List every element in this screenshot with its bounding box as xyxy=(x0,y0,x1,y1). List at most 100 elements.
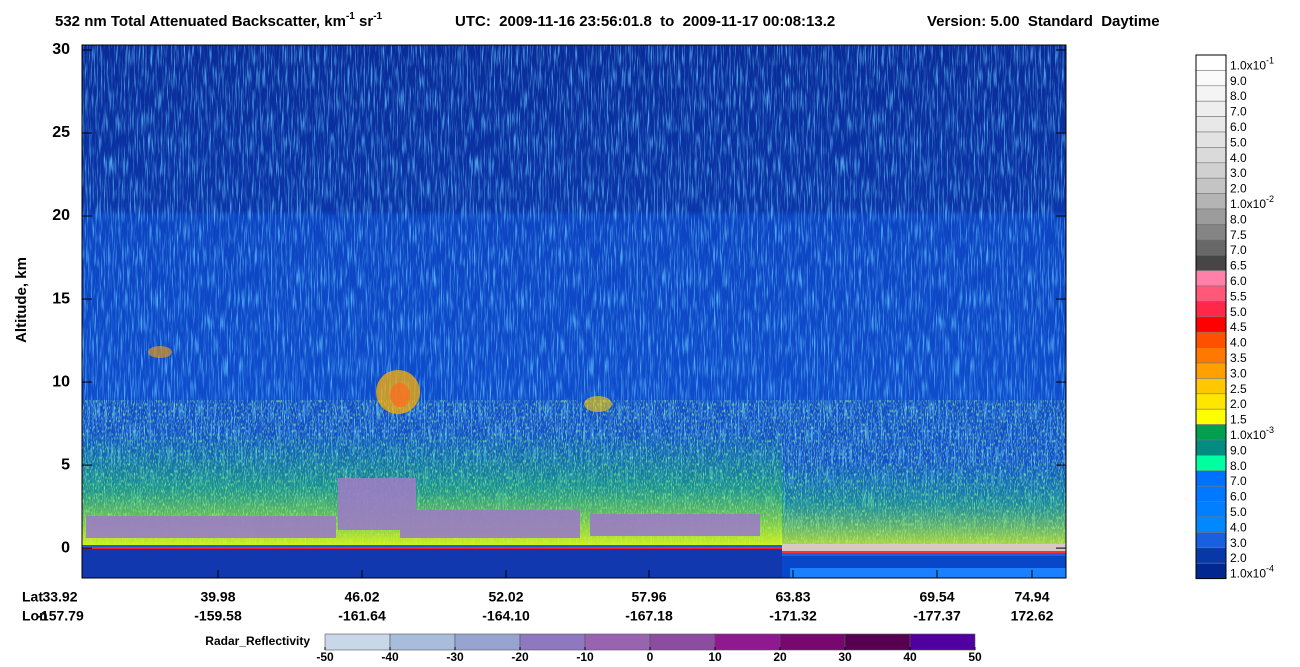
y-tick-label: 10 xyxy=(52,373,70,390)
colorbar-label: 7.5 xyxy=(1230,228,1247,242)
colorbar-swatch xyxy=(1195,316,1227,333)
colorbar-label: 1.0x10-3 xyxy=(1230,425,1274,442)
y-tick-label: 0 xyxy=(61,539,70,556)
radar-tick-label: 40 xyxy=(903,650,917,664)
radar-tick-label: -20 xyxy=(511,650,529,664)
colorbar-swatch xyxy=(1195,147,1227,164)
lat-label: 39.98 xyxy=(200,589,235,605)
lat-label: 69.54 xyxy=(919,589,954,605)
colorbar-swatch xyxy=(1195,239,1227,256)
colorbar-label: 5.0 xyxy=(1230,305,1247,319)
lat-label: 33.92 xyxy=(42,589,77,605)
colorbar-label-sup: -1 xyxy=(1266,56,1274,66)
colorbar-label: 4.0 xyxy=(1230,336,1247,350)
colorbar-label-text: 9.0 xyxy=(1230,444,1247,458)
colorbar-swatch xyxy=(1195,85,1227,102)
radar-swatch xyxy=(714,633,781,651)
colorbar-swatch xyxy=(1195,408,1227,425)
colorbar-swatch xyxy=(1195,485,1227,502)
y-tick-label: 20 xyxy=(52,207,70,224)
colorbar-label: 3.0 xyxy=(1230,166,1247,180)
colorbar-swatch xyxy=(1195,162,1227,179)
y-tick-label: 5 xyxy=(61,456,70,473)
colorbar-swatch xyxy=(1195,562,1227,579)
colorbar-label: 1.0x10-2 xyxy=(1230,194,1274,211)
colorbar-label: 9.0 xyxy=(1230,74,1247,88)
colorbar-swatch xyxy=(1195,331,1227,348)
x-row-label: Lat xyxy=(22,589,43,605)
lon-label: -167.18 xyxy=(625,608,673,624)
colorbar-swatch xyxy=(1195,100,1227,117)
radar-swatch xyxy=(909,633,976,651)
colorbar-label-text: 2.0 xyxy=(1230,551,1247,565)
colorbar-label-text: 4.0 xyxy=(1230,521,1247,535)
colorbar-swatch xyxy=(1195,193,1227,210)
colorbar-swatch xyxy=(1195,301,1227,318)
colorbar-label: 3.0 xyxy=(1230,536,1247,550)
colorbar-frame xyxy=(1195,54,1227,580)
colorbar-label-text: 6.0 xyxy=(1230,490,1247,504)
radar-tick-label: -30 xyxy=(446,650,464,664)
colorbar-label-text: 9.0 xyxy=(1230,74,1247,88)
colorbar-swatch xyxy=(1195,131,1227,148)
colorbar-label-sup: -3 xyxy=(1266,425,1274,435)
colorbar-label: 1.5 xyxy=(1230,413,1247,427)
colorbar-label: 7.0 xyxy=(1230,105,1247,119)
colorbar-label: 8.0 xyxy=(1230,213,1247,227)
colorbar-label-text: 8.0 xyxy=(1230,89,1247,103)
title-part: 532 nm Total Attenuated Backscatter, km xyxy=(55,13,346,30)
colorbar-swatch xyxy=(1195,547,1227,564)
colorbar-swatch xyxy=(1195,501,1227,518)
chart-title: 532 nm Total Attenuated Backscatter, km-… xyxy=(55,11,383,30)
colorbar-label-text: 7.0 xyxy=(1230,105,1247,119)
colorbar-label: 3.5 xyxy=(1230,351,1247,365)
colorbar-label-text: 1.0x10 xyxy=(1230,567,1266,581)
colorbar-label-text: 1.0x10 xyxy=(1230,428,1266,442)
colorbar-swatch xyxy=(1195,70,1227,87)
colorbar-swatch xyxy=(1195,347,1227,364)
colorbar-label: 1.0x10-1 xyxy=(1230,56,1274,73)
surface xyxy=(782,544,1066,552)
colorbar-label: 7.0 xyxy=(1230,243,1247,257)
version: Version: 5.00 Standard Daytime xyxy=(927,13,1160,30)
colorbar-label-text: 2.5 xyxy=(1230,382,1247,396)
colorbar-label-text: 2.0 xyxy=(1230,182,1247,196)
colorbar-label-sup: -2 xyxy=(1266,194,1274,204)
colorbar-label: 5.0 xyxy=(1230,505,1247,519)
colorbar-label: 4.0 xyxy=(1230,521,1247,535)
colorbar-swatch xyxy=(1195,424,1227,441)
colorbar-label: 2.0 xyxy=(1230,397,1247,411)
cirrus xyxy=(148,346,612,414)
colorbar-swatch xyxy=(1195,208,1227,225)
x-row-label: Lon xyxy=(22,608,48,624)
colorbar-swatch xyxy=(1195,393,1227,410)
colorbar-swatch xyxy=(1195,224,1227,241)
colorbar-label-text: 6.0 xyxy=(1230,120,1247,134)
y-axis-label: Altitude, km xyxy=(13,257,30,343)
colorbar-label: 2.5 xyxy=(1230,382,1247,396)
radar-tick-label: -40 xyxy=(381,650,399,664)
title-sup: -1 xyxy=(346,11,355,22)
radar-label: Radar_Reflectivity xyxy=(205,634,310,648)
colorbar-label-text: 8.0 xyxy=(1230,459,1247,473)
colorbar-label-text: 6.0 xyxy=(1230,274,1247,288)
lat-label: 52.02 xyxy=(488,589,523,605)
radar-tick-label: 20 xyxy=(773,650,787,664)
colorbar-label: 5.5 xyxy=(1230,290,1247,304)
radar-tick-label: 30 xyxy=(838,650,852,664)
colorbar-label: 2.0 xyxy=(1230,182,1247,196)
colorbar-swatch xyxy=(1195,362,1227,379)
colorbar-swatch xyxy=(1195,516,1227,533)
colorbar-label-text: 6.5 xyxy=(1230,259,1247,273)
radar-swatch xyxy=(454,633,521,651)
colorbar-label: 3.0 xyxy=(1230,367,1247,381)
radar-swatch xyxy=(779,633,846,651)
lon-label: -161.64 xyxy=(338,608,386,624)
colorbar-label-text: 4.0 xyxy=(1230,151,1247,165)
colorbar-label-text: 3.0 xyxy=(1230,536,1247,550)
colorbar-label-text: 2.0 xyxy=(1230,397,1247,411)
radar-swatch xyxy=(584,633,651,651)
colorbar-label-text: 3.5 xyxy=(1230,351,1247,365)
lat-label: 63.83 xyxy=(775,589,810,605)
